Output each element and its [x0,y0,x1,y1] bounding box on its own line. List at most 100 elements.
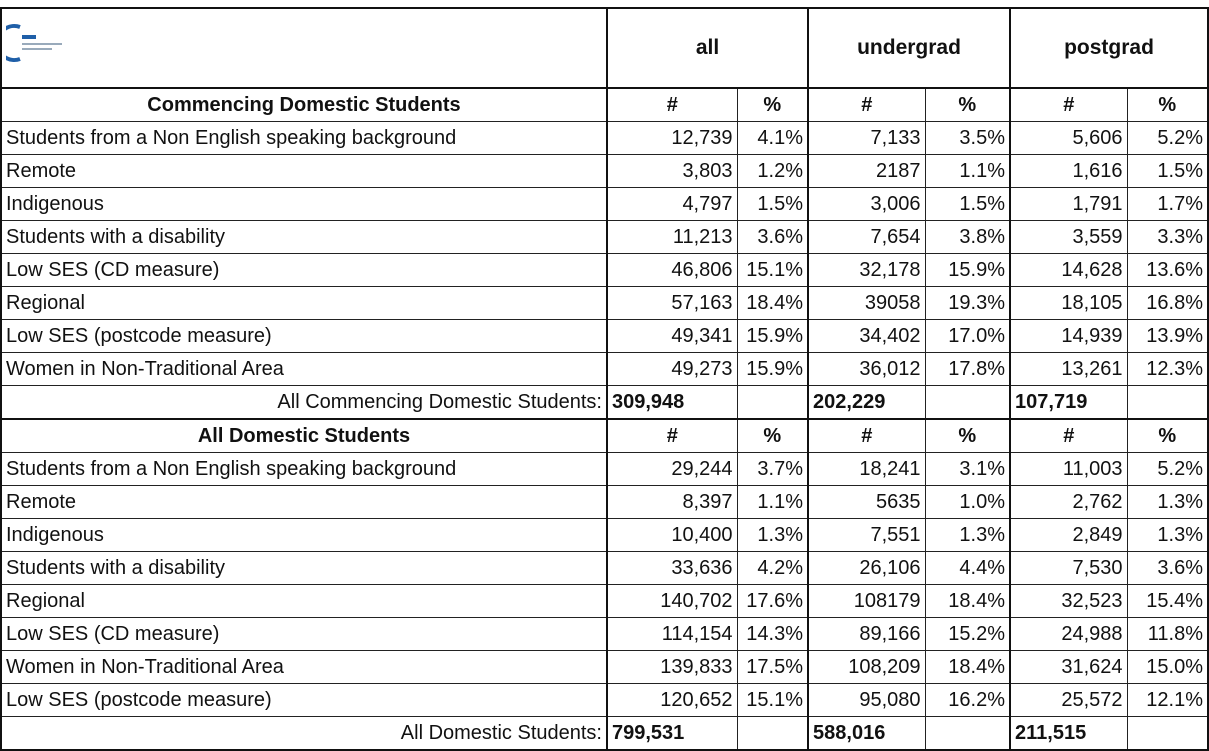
cell-value: 1.1% [736,485,810,519]
cell-value: 120,652 [606,683,738,717]
column-label: # [1009,418,1128,453]
cell-value: 14,939 [1009,319,1128,353]
data-row: Students from a Non English speaking bac… [0,121,1209,155]
total-value: 799,531 [606,716,738,751]
total-row: All Commencing Domestic Students: 309,948… [0,385,1209,420]
cell-value: 12,739 [606,121,738,155]
cell-value: 140,702 [606,584,738,618]
cell-value: 12.1% [1126,683,1209,717]
cell-value: 10,400 [606,518,738,552]
cell-value: 1.7% [1126,187,1209,221]
cell-value: 39058 [807,286,926,320]
cell-value: 1.5% [1126,154,1209,188]
row-label: Regional [0,286,608,320]
data-row: Students from a Non English speaking bac… [0,452,1209,486]
total-value: 107,719 [1009,385,1128,420]
column-label: % [736,87,810,122]
table-wrap: all undergrad postgrad Commencing Domest… [0,7,1209,751]
cell-value: 16.2% [924,683,1012,717]
cell-value: 1,791 [1009,187,1128,221]
cell-value: 17.8% [924,352,1012,386]
cell-value: 49,341 [606,319,738,353]
column-group: postgrad [1009,7,1209,89]
row-label: Students with a disability [0,551,608,585]
cell-value: 7,133 [807,121,926,155]
row-label: Students with a disability [0,220,608,254]
cell-value: 1.2% [736,154,810,188]
cell-value: 3.3% [1126,220,1209,254]
cell-value: 15.9% [924,253,1012,287]
row-label: Women in Non-Traditional Area [0,352,608,386]
logo-line [22,43,62,45]
cell-value: 2,849 [1009,518,1128,552]
data-row: Regional 140,702 17.6% 108179 18.4% 32,523 15.… [0,584,1209,618]
cell-value: 108179 [807,584,926,618]
cell-value: 4.2% [736,551,810,585]
data-row: Low SES (CD measure) 114,154 14.3% 89,166 15… [0,617,1209,651]
cell-value: 1.0% [924,485,1012,519]
data-row: Students with a disability 11,213 3.6% 7,65… [0,220,1209,254]
total-value: 309,948 [606,385,738,420]
cell-value: 3.5% [924,121,1012,155]
cell-value: 18.4% [924,584,1012,618]
cell-value: 14.3% [736,617,810,651]
cell-value: 7,654 [807,220,926,254]
data-row: Women in Non-Traditional Area 139,833 17.5… [0,650,1209,684]
row-label: Low SES (postcode measure) [0,319,608,353]
data-table: all undergrad postgrad Commencing Domest… [0,7,1209,751]
total-value: 211,515 [1009,716,1128,751]
cell-value: 34,402 [807,319,926,353]
cell-value: 31,624 [1009,650,1128,684]
cell-value: 1.5% [736,187,810,221]
data-row: Indigenous 4,797 1.5% 3,006 1.5% 1,791 1.7% [0,187,1209,221]
cell-value: 36,012 [807,352,926,386]
column-label: % [924,418,1012,453]
cell-value: 1.1% [924,154,1012,188]
cell-value: 18,241 [807,452,926,486]
cell-value: 17.6% [736,584,810,618]
cell-value: 95,080 [807,683,926,717]
cell-value: 15.9% [736,352,810,386]
cell-value: 46,806 [606,253,738,287]
cell-value: 15.1% [736,253,810,287]
cell-value: 1,616 [1009,154,1128,188]
cell-value: 1.3% [736,518,810,552]
data-row: Low SES (postcode measure) 49,341 15.9% 34,… [0,319,1209,353]
cell-value: 15.4% [1126,584,1209,618]
cell-value: 2187 [807,154,926,188]
row-label: Women in Non-Traditional Area [0,650,608,684]
cell-value: 114,154 [606,617,738,651]
cell-value: 49,273 [606,352,738,386]
row-label: Remote [0,485,608,519]
row-label: Low SES (CD measure) [0,617,608,651]
row-label: Low SES (postcode measure) [0,683,608,717]
cell-value: 1.5% [924,187,1012,221]
total-value: 588,016 [807,716,926,751]
cell-value: 3.6% [736,220,810,254]
column-label: # [606,87,738,122]
column-label: % [1126,418,1209,453]
logo-bar [22,35,36,39]
cell-value: 3.6% [1126,551,1209,585]
cell-value: 7,551 [807,518,926,552]
column-label: % [736,418,810,453]
cell-value: 3.8% [924,220,1012,254]
empty-cell [924,385,1012,420]
cell-value: 14,628 [1009,253,1128,287]
cell-value: 29,244 [606,452,738,486]
cell-value: 4.1% [736,121,810,155]
row-label: Remote [0,154,608,188]
section-header-row: All Domestic Students #% #% #% [0,418,1209,453]
data-row: Students with a disability 33,636 4.2% 26,1… [0,551,1209,585]
column-label: # [807,87,926,122]
cell-value: 8,397 [606,485,738,519]
cell-value: 57,163 [606,286,738,320]
cell-value: 15.2% [924,617,1012,651]
logo-cell [0,7,608,89]
cell-value: 3,006 [807,187,926,221]
section-title: All Domestic Students [0,418,608,453]
cell-value: 13,261 [1009,352,1128,386]
row-label: Indigenous [0,518,608,552]
empty-cell [924,716,1012,751]
